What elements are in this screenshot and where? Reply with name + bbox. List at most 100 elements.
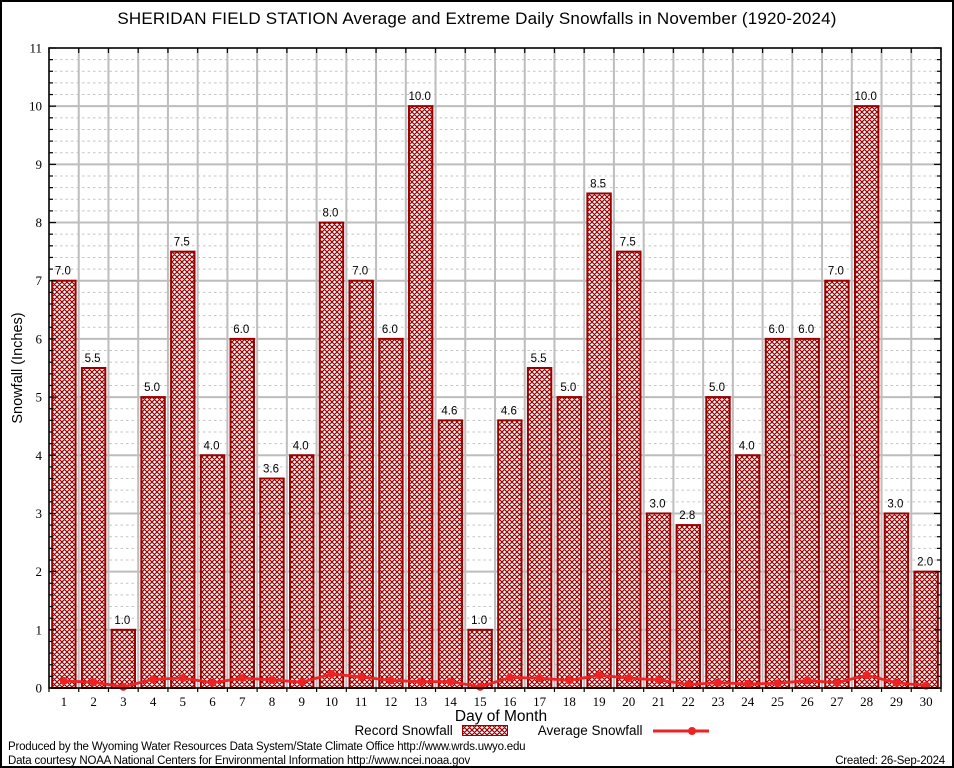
bar-value-label: 10.0	[408, 91, 430, 103]
average-marker-day-21	[654, 675, 663, 684]
bar-value-label: 5.5	[85, 353, 101, 365]
y-tick-label: 6	[36, 331, 43, 346]
average-marker-day-10	[327, 670, 336, 679]
bar-day-4	[140, 396, 166, 689]
average-marker-day-27	[832, 678, 841, 687]
average-marker-day-22	[684, 680, 693, 689]
average-marker-day-15	[476, 682, 485, 691]
bar-day-17	[526, 367, 553, 689]
x-tick-label: 1	[61, 694, 68, 709]
x-tick-label: 24	[741, 694, 755, 709]
bar-value-label: 1.0	[471, 615, 487, 627]
bar-value-label: 2.0	[917, 557, 933, 569]
x-tick-label: 8	[269, 694, 276, 709]
footer-producer: Produced by the Wyoming Water Resources …	[8, 741, 526, 753]
average-marker-day-9	[297, 678, 306, 687]
bar-value-label: 4.6	[501, 405, 517, 417]
x-tick-label: 10	[325, 694, 338, 709]
bar-day-10	[318, 221, 345, 690]
bar-day-13	[407, 105, 434, 689]
x-tick-label: 25	[771, 694, 784, 709]
average-marker-day-7	[238, 674, 247, 683]
bar-day-27	[824, 279, 850, 689]
average-marker-day-18	[565, 676, 574, 685]
x-tick-label: 18	[563, 694, 576, 709]
bar-day-8	[259, 477, 285, 689]
bar-value-label: 5.0	[144, 382, 160, 394]
average-marker-day-12	[386, 676, 395, 685]
bar-value-label: 3.0	[650, 498, 666, 510]
bar-value-label: 6.0	[233, 324, 249, 336]
x-tick-label: 27	[830, 694, 844, 709]
x-tick-label: 12	[384, 694, 397, 709]
y-tick-label: 4	[36, 448, 43, 463]
bar-value-label: 8.5	[590, 178, 606, 190]
bar-day-7	[229, 337, 255, 689]
average-marker-day-24	[743, 679, 752, 688]
y-tick-label: 9	[36, 157, 43, 172]
x-tick-label: 20	[622, 694, 635, 709]
x-tick-label: 29	[890, 694, 903, 709]
bar-day-21	[645, 512, 672, 690]
bar-day-14	[437, 419, 464, 689]
bar-day-9	[289, 454, 315, 690]
average-marker-day-25	[773, 679, 782, 688]
x-tick-label: 7	[239, 694, 246, 709]
bar-day-1	[51, 279, 77, 689]
x-tick-label: 28	[860, 694, 873, 709]
bar-value-label: 8.0	[322, 208, 338, 220]
bar-day-5	[170, 250, 196, 690]
y-tick-label: 2	[36, 564, 43, 579]
bar-value-label: 1.0	[114, 615, 130, 627]
average-marker-day-1	[59, 677, 68, 686]
average-marker-day-2	[89, 678, 98, 687]
bar-day-15	[467, 628, 493, 689]
bar-value-label: 7.0	[352, 266, 368, 278]
average-line	[63, 672, 927, 689]
y-tick-label: 11	[29, 41, 42, 56]
bar-day-26	[794, 337, 820, 689]
average-marker-day-17	[535, 674, 544, 683]
x-tick-label: 21	[652, 694, 665, 709]
average-marker-day-26	[803, 676, 812, 685]
average-marker-day-16	[505, 673, 514, 682]
bar-value-label: 2.8	[679, 510, 695, 522]
bar-day-20	[616, 250, 642, 690]
average-marker-day-5	[178, 674, 187, 683]
footer-created-date: Created: 26-Sep-2024	[835, 755, 945, 767]
bar-value-label: 4.6	[441, 405, 457, 417]
bar-day-24	[735, 454, 761, 690]
average-marker-day-3	[119, 682, 128, 691]
x-tick-label: 30	[920, 694, 933, 709]
x-axis-title: Day of Month	[455, 708, 547, 725]
x-tick-label: 3	[120, 694, 127, 709]
y-tick-label: 0	[36, 681, 43, 696]
x-tick-label: 13	[414, 694, 427, 709]
average-marker-day-28	[862, 671, 871, 680]
y-axis-title: Snowfall (Inches)	[10, 312, 26, 423]
average-marker-day-6	[208, 678, 217, 687]
x-tick-label: 2	[90, 694, 97, 709]
average-marker-day-19	[595, 671, 604, 680]
record-swatch-icon	[461, 725, 508, 736]
bar-day-2	[80, 367, 107, 689]
y-tick-label: 3	[36, 506, 43, 521]
bar-day-29	[883, 512, 910, 690]
bar-value-label: 7.0	[55, 266, 71, 278]
average-marker-day-29	[892, 678, 901, 687]
bar-value-label: 3.0	[887, 498, 903, 510]
x-tick-label: 5	[180, 694, 187, 709]
x-tick-label: 16	[503, 694, 517, 709]
bar-day-19	[586, 192, 612, 689]
bar-day-18	[556, 396, 583, 689]
average-line-icon	[652, 726, 709, 735]
bar-day-6	[199, 454, 226, 690]
x-tick-label: 14	[444, 694, 458, 709]
bar-day-16	[497, 419, 523, 689]
y-tick-label: 8	[36, 215, 43, 230]
bar-value-label: 3.6	[263, 464, 279, 476]
x-tick-label: 9	[298, 694, 305, 709]
legend-average-label: Average Snowfall	[537, 723, 643, 738]
footer-row: Data courtesy NOAA National Centers for …	[8, 755, 945, 767]
